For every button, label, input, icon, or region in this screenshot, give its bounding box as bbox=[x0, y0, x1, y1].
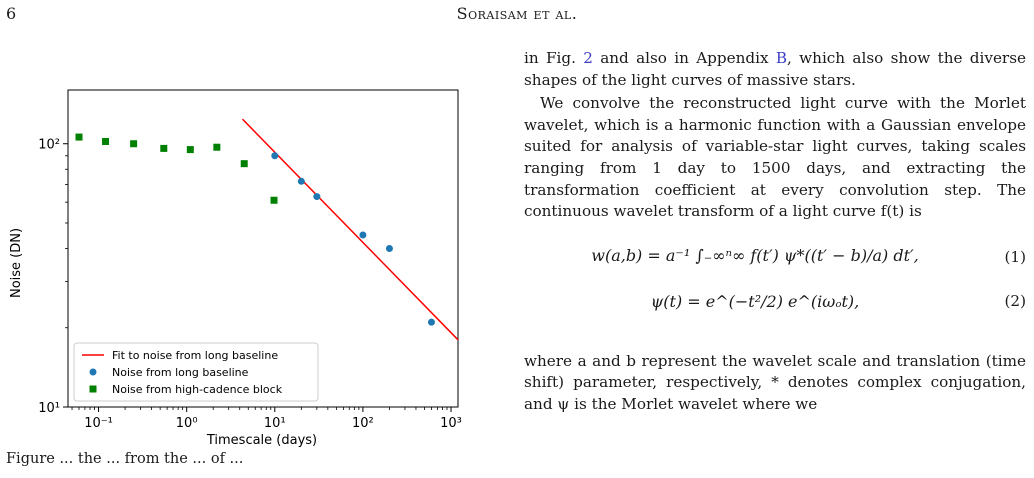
legend-circle-swatch bbox=[89, 368, 97, 376]
figure-ref-link[interactable]: 2 bbox=[583, 49, 593, 67]
legend-square-swatch bbox=[89, 385, 97, 393]
high-cadence-point bbox=[186, 146, 194, 154]
high-cadence-point bbox=[75, 133, 83, 141]
legend-label: Fit to noise from long baseline bbox=[112, 349, 278, 362]
noise-vs-timescale-chart: Noise (DN) Timescale (days) 10⁻¹ 10⁰ 10¹ 10… bbox=[9, 89, 462, 448]
legend-label: Noise from high-cadence block bbox=[112, 383, 283, 396]
high-cadence-point bbox=[240, 160, 248, 168]
y-tick-label: 10² bbox=[38, 138, 60, 153]
long-baseline-point bbox=[271, 152, 279, 160]
high-cadence-point bbox=[130, 140, 138, 148]
running-header-authors: Soraisam et al. bbox=[456, 4, 578, 23]
paragraph-1: in Fig. 2 and also in Appendix B, which … bbox=[524, 49, 1026, 89]
high-cadence-point bbox=[270, 196, 278, 204]
long-baseline-point bbox=[427, 318, 435, 326]
long-baseline-point bbox=[359, 231, 367, 239]
long-baseline-point bbox=[313, 193, 321, 201]
high-cadence-point bbox=[102, 137, 110, 145]
page-number: 6 bbox=[6, 4, 17, 23]
x-tick-label: 10⁻¹ bbox=[84, 416, 113, 431]
x-tick-label: 10² bbox=[352, 416, 374, 431]
paragraph-2: We convolve the reconstructed light curv… bbox=[524, 94, 1026, 221]
equation-2: ψ(t) = e^(−t²/2) e^(iωₒt), (2) bbox=[524, 291, 1026, 325]
legend-label: Noise from long baseline bbox=[112, 366, 249, 379]
long-baseline-point bbox=[385, 245, 393, 252]
x-axis-label: Timescale (days) bbox=[206, 433, 317, 448]
high-cadence-point bbox=[213, 143, 221, 151]
figure-caption: Figure ... the ... from the ... of ... bbox=[6, 451, 244, 467]
x-tick-label: 10³ bbox=[440, 416, 462, 431]
equation-2-number: (2) bbox=[1004, 291, 1026, 310]
equation-1-number: (1) bbox=[1004, 247, 1026, 266]
body-column: in Fig. 2 and also in Appendix B, which … bbox=[524, 48, 1026, 416]
fit-line bbox=[241, 118, 459, 341]
x-tick-label: 10¹ bbox=[264, 416, 286, 431]
y-axis-label: Noise (DN) bbox=[9, 228, 24, 298]
figure: Noise (DN) Timescale (days) 10⁻¹ 10⁰ 10¹ 10… bbox=[0, 0, 470, 474]
equation-2-expression: ψ(t) = e^(−t²/2) e^(iωₒt), bbox=[650, 291, 860, 311]
equation-1: w(a,b) = a⁻¹ ∫₋∞ⁿ∞ f(t′) ψ*((t′ − b)/a) … bbox=[524, 237, 1026, 291]
x-tick-label: 10⁰ bbox=[176, 416, 198, 431]
equation-1-expression: w(a,b) = a⁻¹ ∫₋∞ⁿ∞ f(t′) ψ*((t′ − b)/a) … bbox=[591, 245, 919, 265]
paragraph-3: where a and b represent the wavelet scal… bbox=[524, 351, 1026, 413]
appendix-ref-link[interactable]: B bbox=[775, 49, 788, 67]
high-cadence-point bbox=[160, 144, 168, 152]
y-tick-label: 10¹ bbox=[38, 401, 60, 416]
long-baseline-point bbox=[297, 177, 305, 185]
legend-box bbox=[73, 342, 319, 402]
